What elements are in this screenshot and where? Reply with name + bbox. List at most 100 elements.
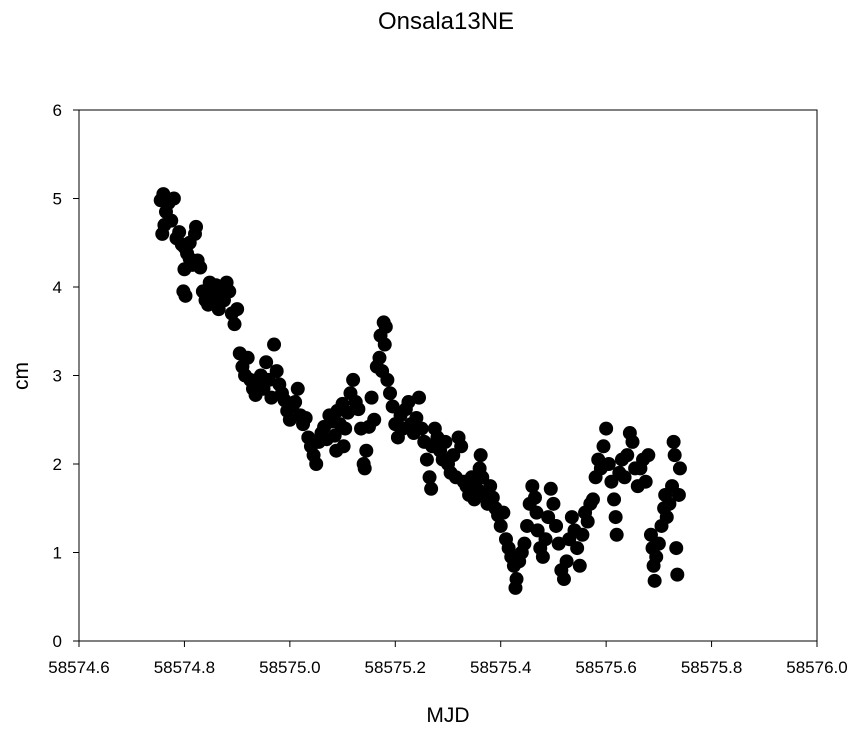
data-point [609, 527, 624, 542]
data-point [189, 219, 204, 234]
data-point [651, 536, 666, 551]
data-point [401, 395, 416, 410]
data-point [572, 558, 587, 573]
x-tick-label: 58576.0 [786, 658, 847, 677]
data-point [340, 405, 355, 420]
y-tick-label: 4 [53, 278, 62, 297]
plot-area-frame [78, 109, 818, 642]
data-point [259, 355, 274, 370]
data-point [178, 288, 193, 303]
data-point [607, 492, 622, 507]
data-point [157, 218, 172, 233]
data-point [288, 395, 303, 410]
data-point [546, 496, 561, 511]
y-tick-label: 6 [53, 101, 62, 120]
data-point [336, 439, 351, 454]
data-point [556, 572, 571, 587]
data-point [230, 302, 245, 317]
data-point [520, 518, 535, 533]
data-point [193, 260, 208, 275]
data-point [372, 350, 387, 365]
data-point [414, 421, 429, 436]
data-point [525, 479, 540, 494]
y-axis: 0 1 2 3 4 5 6 [53, 101, 79, 651]
data-point [467, 492, 482, 507]
data-point [671, 487, 686, 502]
x-tick-label: 58575.4 [470, 658, 531, 677]
data-point [535, 549, 550, 564]
data-point [282, 412, 297, 427]
data-point [575, 527, 590, 542]
data-point [670, 567, 685, 582]
data-point [327, 428, 342, 443]
data-point [264, 390, 279, 405]
data-point [543, 481, 558, 496]
data-point [364, 390, 379, 405]
data-point [659, 510, 674, 525]
data-point [378, 319, 393, 334]
data-point [666, 434, 681, 449]
data-point [662, 496, 677, 511]
data-point [367, 412, 382, 427]
data-point [309, 457, 324, 471]
data-point [383, 386, 398, 401]
data-point [380, 372, 395, 387]
data-point [215, 287, 230, 302]
data-point [564, 510, 579, 525]
x-tick-label: 58575.6 [575, 658, 636, 677]
data-point [227, 317, 242, 332]
data-point [601, 457, 616, 471]
x-tick-label: 58575.0 [259, 658, 320, 677]
data-point [473, 448, 488, 463]
data-point [570, 541, 585, 556]
data-point [202, 275, 217, 290]
data-point [267, 337, 282, 352]
data-point [351, 402, 366, 417]
data-point [357, 461, 372, 476]
data-point [496, 505, 511, 520]
data-point [580, 514, 595, 529]
chart-title: Onsala13NE [378, 8, 514, 35]
data-point [454, 439, 469, 454]
data-point [641, 448, 656, 463]
data-point [338, 421, 353, 436]
data-point [422, 470, 437, 485]
x-tick-label: 58575.8 [681, 658, 742, 677]
data-point [240, 350, 255, 365]
data-point [585, 492, 600, 507]
data-point [669, 541, 684, 556]
data-point [549, 518, 564, 533]
y-axis-label: cm [10, 362, 33, 390]
data-point [419, 452, 434, 467]
data-point [517, 536, 532, 551]
data-point [182, 251, 197, 266]
x-tick-label: 58574.8 [154, 658, 215, 677]
data-point [346, 372, 361, 387]
y-tick-label: 5 [53, 190, 62, 209]
data-point [596, 439, 611, 454]
data-point [617, 470, 632, 485]
data-point [166, 191, 181, 206]
data-point [412, 390, 427, 405]
data-point [559, 554, 574, 569]
data-point [485, 490, 500, 505]
data-point [667, 448, 682, 463]
y-tick-label: 2 [53, 455, 62, 474]
data-point [172, 225, 187, 240]
data-point [377, 337, 392, 352]
x-axis-label: MJD [426, 704, 469, 727]
data-point [438, 434, 453, 449]
data-point [298, 410, 313, 425]
data-point [509, 572, 524, 587]
data-point [424, 481, 439, 496]
x-tick-label: 58575.2 [365, 658, 426, 677]
data-point [527, 490, 542, 505]
data-point [551, 536, 566, 551]
data-point [672, 461, 687, 476]
data-points [153, 187, 687, 595]
data-point [493, 518, 508, 533]
data-point [177, 262, 192, 277]
data-point [647, 573, 662, 588]
data-point [608, 510, 623, 525]
